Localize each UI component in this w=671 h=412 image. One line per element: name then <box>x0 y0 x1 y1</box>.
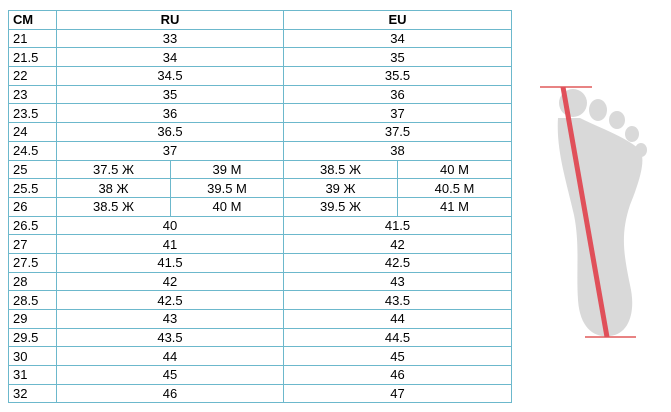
table-cell: 39.5 М <box>170 178 284 198</box>
table-cell: 23 <box>8 84 57 105</box>
table-cell: 32 <box>8 383 57 404</box>
table-cell: 43.5 <box>283 290 512 310</box>
table-cell: 26.5 <box>8 215 57 236</box>
table-row: 29 43 44 <box>8 309 512 329</box>
table-row: 32 46 47 <box>8 383 512 404</box>
size-table: СМ RU EU 21 33 34 21.5 34 35 22 34.5 35.5 23 35 36 23.5… <box>8 10 512 404</box>
table-row: 21 33 34 <box>8 28 512 49</box>
table-body: СМ RU EU 21 33 34 21.5 34 35 22 34.5 35.5 23 35 36 23.5… <box>8 10 512 404</box>
table-cell: 39 М <box>170 159 284 180</box>
length-line <box>560 86 610 338</box>
table-cell: 40.5 М <box>397 178 512 198</box>
table-cell: 41 М <box>397 196 512 217</box>
table-row: 24 36.5 37.5 <box>8 122 512 142</box>
table-cell: 26 <box>8 196 57 217</box>
table-row: 26 38.5 Ж 40 М 39.5 Ж 41 М <box>8 196 512 217</box>
table-cell: 28.5 <box>8 290 57 310</box>
table-cell: 24.5 <box>8 140 57 161</box>
table-row: 23 35 36 <box>8 84 512 105</box>
table-row: 22 34.5 35.5 <box>8 66 512 86</box>
table-cell: 38.5 Ж <box>56 196 171 217</box>
table-cell: 29.5 <box>8 327 57 348</box>
table-row: 23.5 36 37 <box>8 103 512 124</box>
table-row: 29.5 43.5 44.5 <box>8 327 512 348</box>
table-cell: 25.5 <box>8 178 57 198</box>
table-cell: 36.5 <box>56 122 284 142</box>
table-cell: 23.5 <box>8 103 57 124</box>
table-cell: 43 <box>56 309 284 329</box>
table-row: 27 41 42 <box>8 234 512 254</box>
table-row: 28.5 42.5 43.5 <box>8 290 512 310</box>
table-cell: 39 Ж <box>283 178 398 198</box>
table-cell: 27.5 <box>8 252 57 273</box>
table-cell: 29 <box>8 309 57 329</box>
table-cell: 37 <box>283 103 512 124</box>
table-cell: 47 <box>283 383 512 404</box>
